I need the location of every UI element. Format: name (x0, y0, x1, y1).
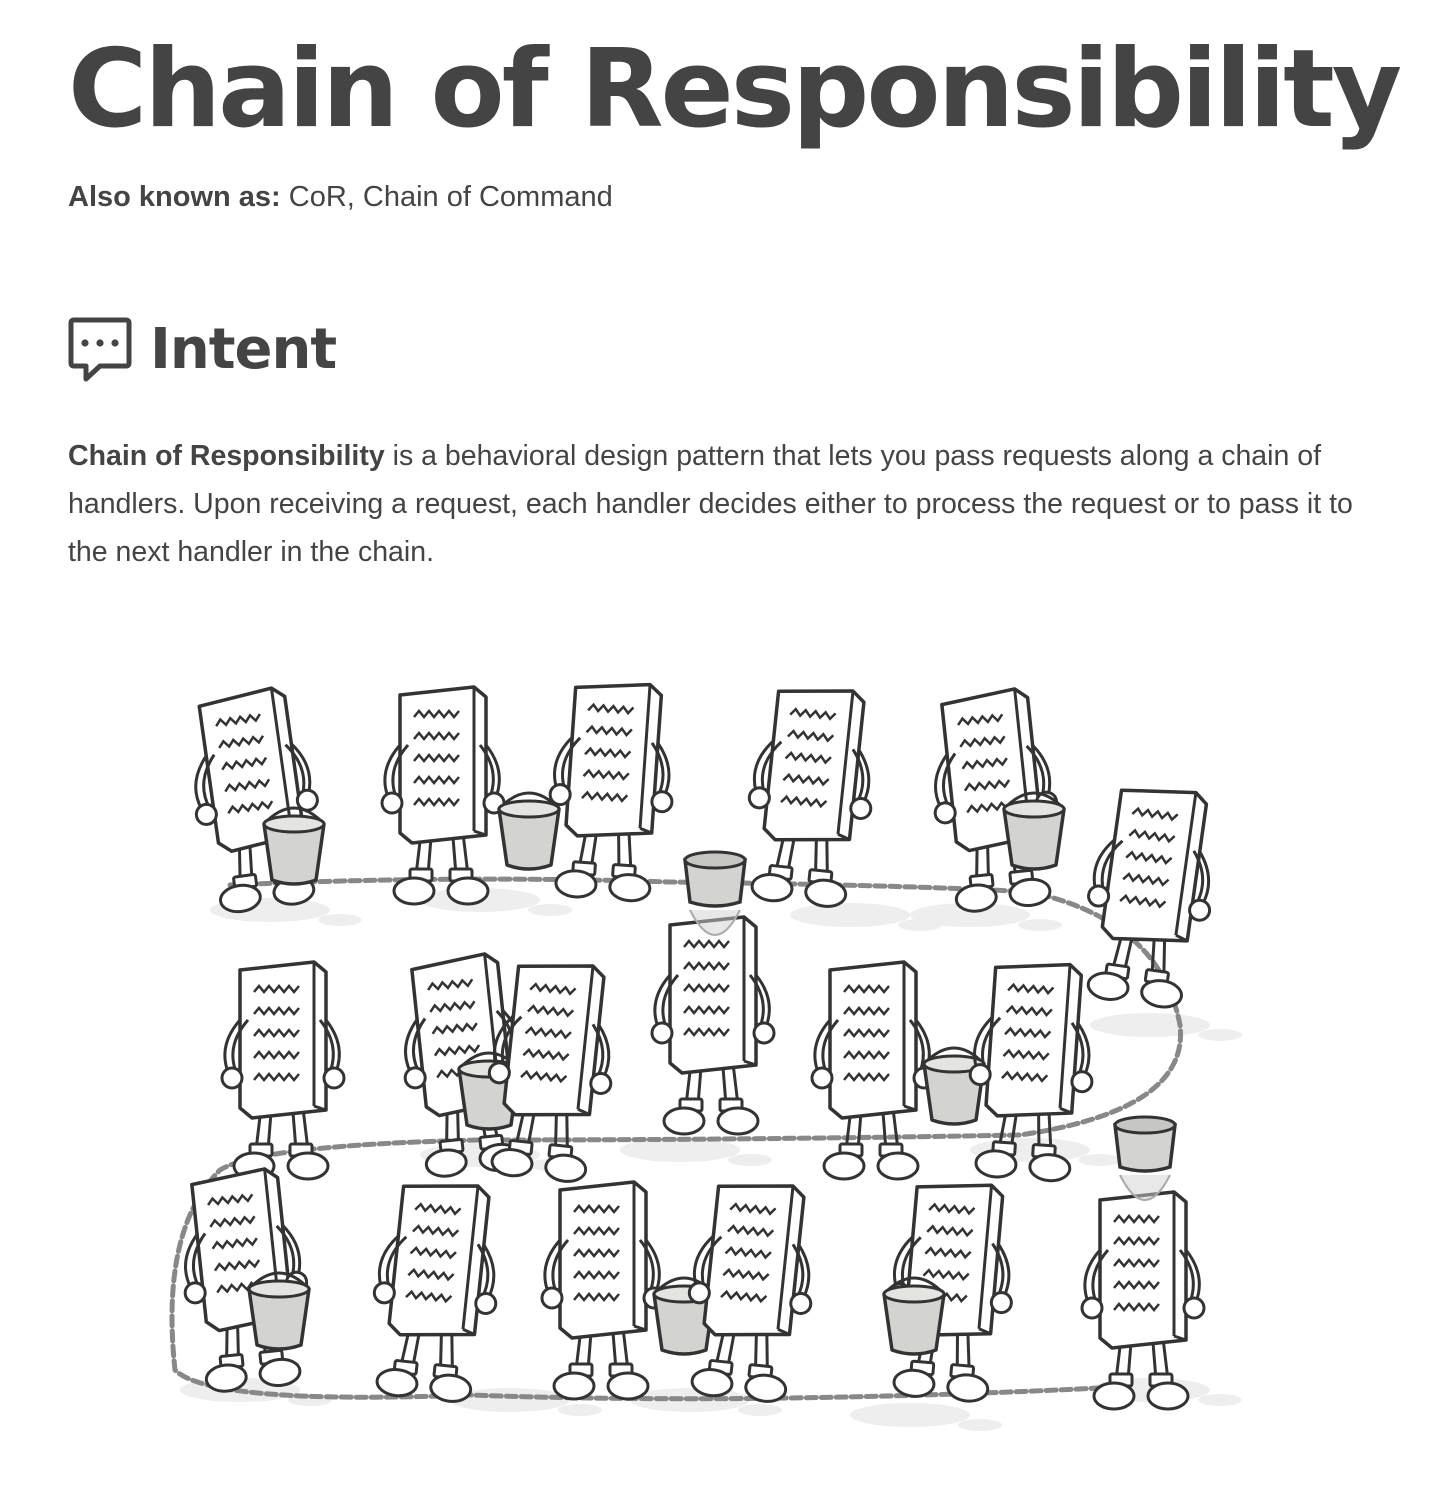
intent-heading: Intent (150, 317, 337, 382)
handler-figure (677, 1174, 825, 1407)
bucket-icon (1002, 791, 1066, 871)
handler-figure (737, 679, 885, 912)
handler-figure (541, 676, 682, 905)
page-title: Chain of Responsibility (68, 27, 1402, 152)
intent-term: Chain of Responsibility (68, 440, 385, 472)
bucket-on-head-icon (1113, 1115, 1177, 1201)
bucket-icon (497, 791, 561, 871)
handler-figure (1080, 1190, 1206, 1411)
handler-figure (171, 1164, 319, 1397)
handler-figure (650, 915, 776, 1136)
handler-figure (540, 1180, 666, 1401)
chain-of-handlers-illustration (150, 670, 1250, 1460)
intent-section-header: Intent (68, 312, 337, 388)
bucket-on-head-icon (683, 850, 747, 936)
handler-figure (380, 685, 506, 906)
intent-description: Chain of Responsibility is a behavioral … (68, 432, 1368, 576)
bucket-icon (882, 1276, 946, 1356)
speech-bubble-ellipsis-icon (68, 317, 132, 383)
bucket-icon (262, 806, 326, 886)
handler-figure (810, 960, 936, 1181)
also-known-as-value: CoR, Chain of Command (288, 181, 613, 213)
handler-figure (362, 1174, 510, 1407)
handler-figure (1072, 778, 1228, 1014)
handler-figure (921, 684, 1069, 917)
intent-text: is a behavioral design pattern that lets… (68, 440, 1353, 568)
bucket-icon (247, 1271, 311, 1351)
also-known-as: Also known as: CoR, Chain of Command (68, 178, 613, 216)
also-known-as-label: Also known as: (68, 181, 281, 213)
